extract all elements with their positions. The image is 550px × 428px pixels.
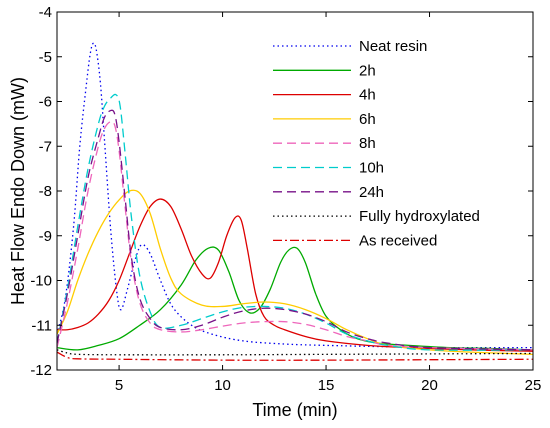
legend-label: 24h xyxy=(359,184,384,201)
x-tick-label: 15 xyxy=(318,377,335,394)
y-tick-label: -6 xyxy=(39,94,52,111)
y-tick-label: -11 xyxy=(31,317,52,334)
series-line-6h xyxy=(57,189,533,355)
legend-label: 2h xyxy=(359,62,376,79)
series-layer xyxy=(57,42,533,361)
y-tick-label: -4 xyxy=(39,4,52,21)
x-tick-label: 5 xyxy=(115,377,123,394)
legend-label: 6h xyxy=(359,111,376,128)
series-line-8h xyxy=(57,120,533,351)
legend-label: Neat resin xyxy=(359,38,427,55)
y-tick-label: -9 xyxy=(39,228,52,245)
axis-layer: 5 10 15 20 25 -12 -11 -10 -9 -8 -7 -6 -5 -4 xyxy=(30,4,541,394)
legend: Neat resin 2h 4h 6h 8h 10h 24h Fully hydroxylat… xyxy=(273,38,480,249)
x-tick-label: 10 xyxy=(214,377,231,394)
y-tick-label: -5 xyxy=(39,49,52,66)
y-axis-label: Heat Flow Endo Down (mW) xyxy=(8,77,28,305)
y-tick-label: -7 xyxy=(39,138,52,155)
legend-label: 8h xyxy=(359,135,376,152)
legend-label: Fully hydroxylated xyxy=(359,208,480,225)
y-tick-label: -10 xyxy=(30,273,52,290)
legend-label: 10h xyxy=(359,160,384,177)
legend-label: As received xyxy=(359,232,437,249)
series-line-24h xyxy=(57,109,533,351)
legend-label: 4h xyxy=(359,87,376,104)
series-line-10h xyxy=(57,93,533,351)
series-line-4h xyxy=(57,198,533,352)
x-tick-label: 25 xyxy=(525,377,542,394)
x-tick-label: 20 xyxy=(421,377,438,394)
y-tick-label: -12 xyxy=(30,362,52,379)
y-tick-label: -8 xyxy=(39,183,52,200)
series-line-as-received xyxy=(57,351,533,361)
x-axis-label: Time (min) xyxy=(252,400,337,420)
